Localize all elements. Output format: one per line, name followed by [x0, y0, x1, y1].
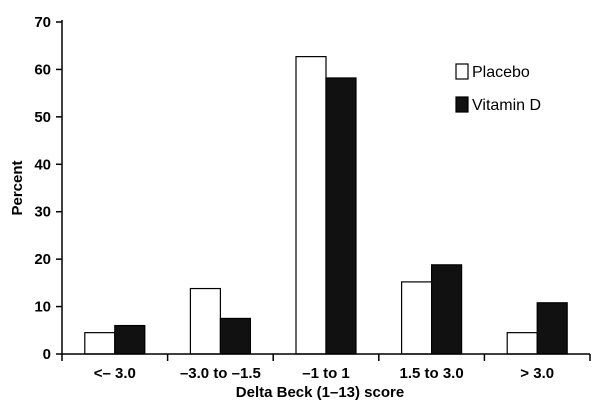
bar-placebo — [506, 332, 538, 355]
y-axis-title: Percent — [9, 160, 26, 215]
bar-placebo — [189, 287, 221, 355]
bar-vitamin-d — [431, 264, 463, 355]
y-tick-label: 30 — [34, 204, 51, 221]
y-tick-label: 70 — [34, 14, 51, 31]
y-tick-label: 20 — [34, 251, 51, 268]
y-tick-label: 40 — [34, 156, 51, 173]
x-tick-label: > 3.0 — [520, 365, 554, 382]
legend-swatch — [455, 63, 469, 80]
x-tick-label: –1 to 1 — [302, 365, 350, 382]
legend: Placebo Vitamin D — [455, 63, 541, 114]
x-tick-label: –3.0 to –1.5 — [180, 365, 261, 382]
legend-label: Vitamin D — [472, 97, 541, 114]
y-tick-label: 50 — [34, 109, 51, 126]
y-axis-ticks: 0 10 20 30 40 50 60 70 — [34, 14, 62, 363]
bar-vitamin-d — [325, 77, 357, 355]
bar-placebo — [401, 281, 433, 355]
legend-label: Placebo — [472, 64, 530, 81]
x-axis-ticks: <– 3.0 –3.0 to –1.5 –1 to 1 1.5 to 3.0 > 3.0 — [61, 354, 591, 382]
bar-vitamin-d — [114, 324, 146, 355]
y-tick-label: 60 — [34, 61, 51, 78]
bar-vitamin-d — [536, 302, 568, 355]
bars — [84, 56, 568, 355]
x-tick-label: 1.5 to 3.0 — [399, 365, 463, 382]
x-axis-title: Delta Beck (1–13) score — [236, 384, 404, 401]
bar-placebo — [295, 56, 327, 355]
bar-vitamin-d — [219, 317, 251, 355]
legend-swatch — [455, 96, 469, 113]
y-tick-label: 0 — [43, 346, 51, 363]
y-tick-label: 10 — [34, 299, 51, 316]
bar-placebo — [84, 332, 116, 355]
x-tick-label: <– 3.0 — [94, 365, 136, 382]
